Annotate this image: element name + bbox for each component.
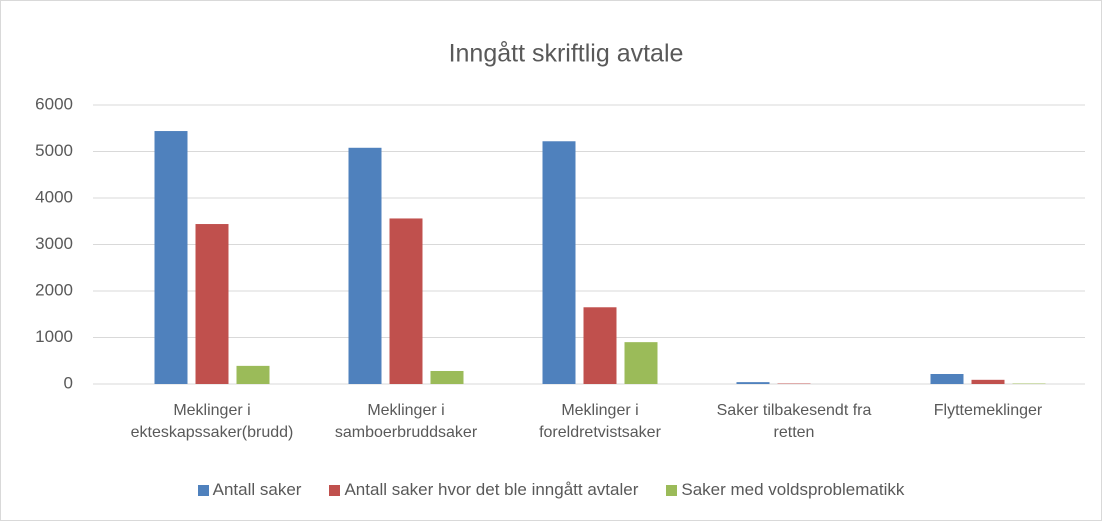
bar xyxy=(195,224,229,384)
x-tick-label: Flyttemeklinger xyxy=(933,402,1043,419)
chart-title: Inngått skriftlig avtale xyxy=(449,40,684,68)
legend-swatch xyxy=(197,484,209,496)
bar xyxy=(971,379,1005,384)
legend-label: Antall saker hvor det ble inngått avtale… xyxy=(344,480,639,499)
y-tick-label: 0 xyxy=(64,373,73,392)
legend: Antall saker Antall saker hvor det ble in… xyxy=(0,480,1102,500)
bar xyxy=(154,131,188,384)
bar xyxy=(348,147,382,384)
bar xyxy=(389,218,423,384)
bar xyxy=(542,141,576,384)
x-tick-label: Meklinger i ekteskapssaker(brudd) xyxy=(130,402,294,441)
bar xyxy=(430,370,464,384)
bar xyxy=(624,342,658,384)
x-tick-label: Saker tilbakesendt fra retten xyxy=(716,402,872,441)
y-tick-label: 2000 xyxy=(35,280,73,299)
y-tick-label: 1000 xyxy=(35,327,73,346)
bar xyxy=(236,365,270,384)
legend-label: Saker med voldsproblematikk xyxy=(681,480,905,499)
x-tick-label: Meklinger i samboerbruddsaker xyxy=(334,402,478,441)
legend-swatch xyxy=(666,484,678,496)
bar xyxy=(583,307,617,384)
y-tick-label: 4000 xyxy=(35,187,73,206)
legend-item: Antall saker hvor det ble inngått avtale… xyxy=(329,480,638,500)
y-tick-label: 3000 xyxy=(35,234,73,253)
legend-swatch xyxy=(329,484,341,496)
legend-label: Antall saker xyxy=(212,480,302,499)
y-tick-label: 6000 xyxy=(35,94,73,113)
bar xyxy=(930,374,964,384)
bar xyxy=(736,382,770,384)
y-tick-label: 5000 xyxy=(35,141,73,160)
legend-item: Saker med voldsproblematikk xyxy=(666,480,904,500)
legend-item: Antall saker xyxy=(197,480,302,500)
x-tick-label: Meklinger i foreldretvistsaker xyxy=(539,402,661,441)
